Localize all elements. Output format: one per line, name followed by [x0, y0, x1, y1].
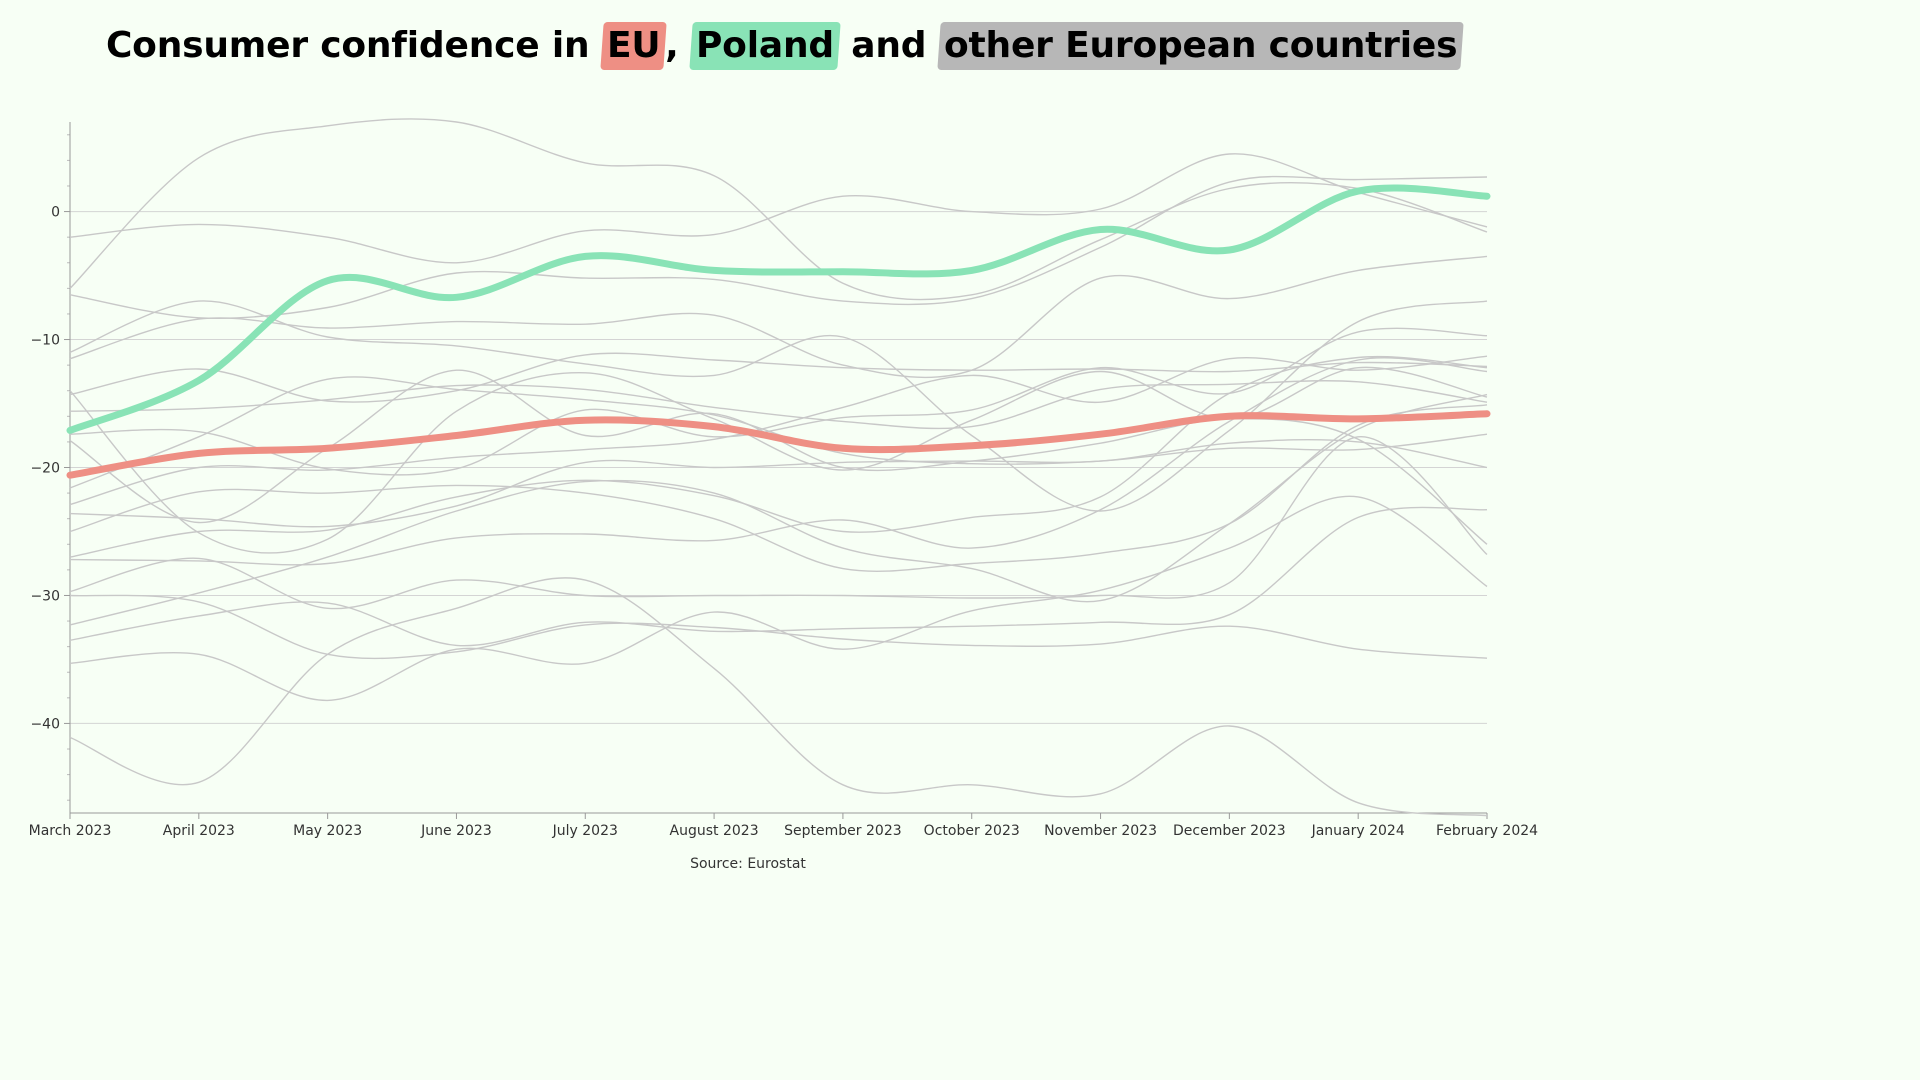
- series-line-other-country: [69, 404, 1488, 573]
- series-line-other-country: [69, 506, 1488, 647]
- series-line-other-country: [69, 380, 1488, 430]
- x-tick-label: September 2023: [784, 823, 901, 839]
- series-line-other-country: [69, 355, 1488, 558]
- chart-title-wrap: Consumer confidence in EU, Poland and ot…: [0, 14, 1568, 78]
- series-line-other-country: [69, 357, 1488, 566]
- y-tick-label: −10: [30, 333, 60, 349]
- x-tick-label: June 2023: [420, 823, 492, 839]
- series-line-other-country: [69, 327, 1488, 476]
- x-tick-label: March 2023: [29, 823, 112, 839]
- series-line-other-country: [69, 355, 1488, 506]
- x-tick-label: April 2023: [163, 823, 235, 839]
- y-tick-label: 0: [51, 205, 60, 221]
- title-and: and: [851, 25, 927, 66]
- title-prefix: Consumer confidence in: [105, 25, 602, 66]
- y-tick-label: −40: [30, 716, 60, 732]
- title-separator: ,: [665, 25, 679, 66]
- x-tick-label: November 2023: [1044, 823, 1157, 839]
- x-tick-label: August 2023: [670, 823, 759, 839]
- source-note: Source: Eurostat: [690, 856, 806, 872]
- x-tick-label: May 2023: [293, 823, 362, 839]
- series-line-other-country: [69, 439, 1488, 528]
- series-line-other-country: [69, 436, 1488, 610]
- y-tick-labels: 0 −10 −20 −30 −40: [30, 205, 60, 733]
- series-line-poland: [66, 184, 1491, 434]
- series-line-other-country: [69, 594, 1488, 660]
- chart-title: Consumer confidence in EU, Poland and ot…: [105, 14, 1464, 78]
- series-line-other-country: [69, 577, 1488, 817]
- x-tick-label: July 2023: [552, 823, 618, 839]
- series-line-other-country: [69, 376, 1488, 489]
- series-line-other-country: [69, 393, 1488, 626]
- x-tick-label: February 2024: [1436, 823, 1538, 839]
- x-tick-labels: March 2023 April 2023 May 2023 June 2023 Jul…: [29, 823, 1539, 839]
- other-countries-lines: [69, 118, 1488, 817]
- y-tick-label: −20: [30, 461, 60, 477]
- line-chart: 0 −10 −20 −30 −40 March 2023 April 2023 May 20…: [29, 118, 1539, 839]
- highlight-lines: [66, 184, 1491, 479]
- series-line-other-country: [69, 118, 1488, 301]
- series-line-other-country: [69, 153, 1488, 264]
- series-line-other-country: [69, 352, 1488, 403]
- series-line-other-country: [69, 495, 1488, 702]
- grid-layer: [70, 211, 1487, 724]
- x-tick-label: December 2023: [1173, 823, 1286, 839]
- y-tick-label: −30: [30, 588, 60, 604]
- series-line-other-country: [69, 255, 1488, 379]
- x-tick-label: January 2024: [1311, 823, 1405, 839]
- x-tick-label: October 2023: [924, 823, 1020, 839]
- series-line-other-country: [69, 175, 1488, 319]
- series-line-other-country: [69, 300, 1488, 512]
- series-line-eu: [66, 410, 1491, 479]
